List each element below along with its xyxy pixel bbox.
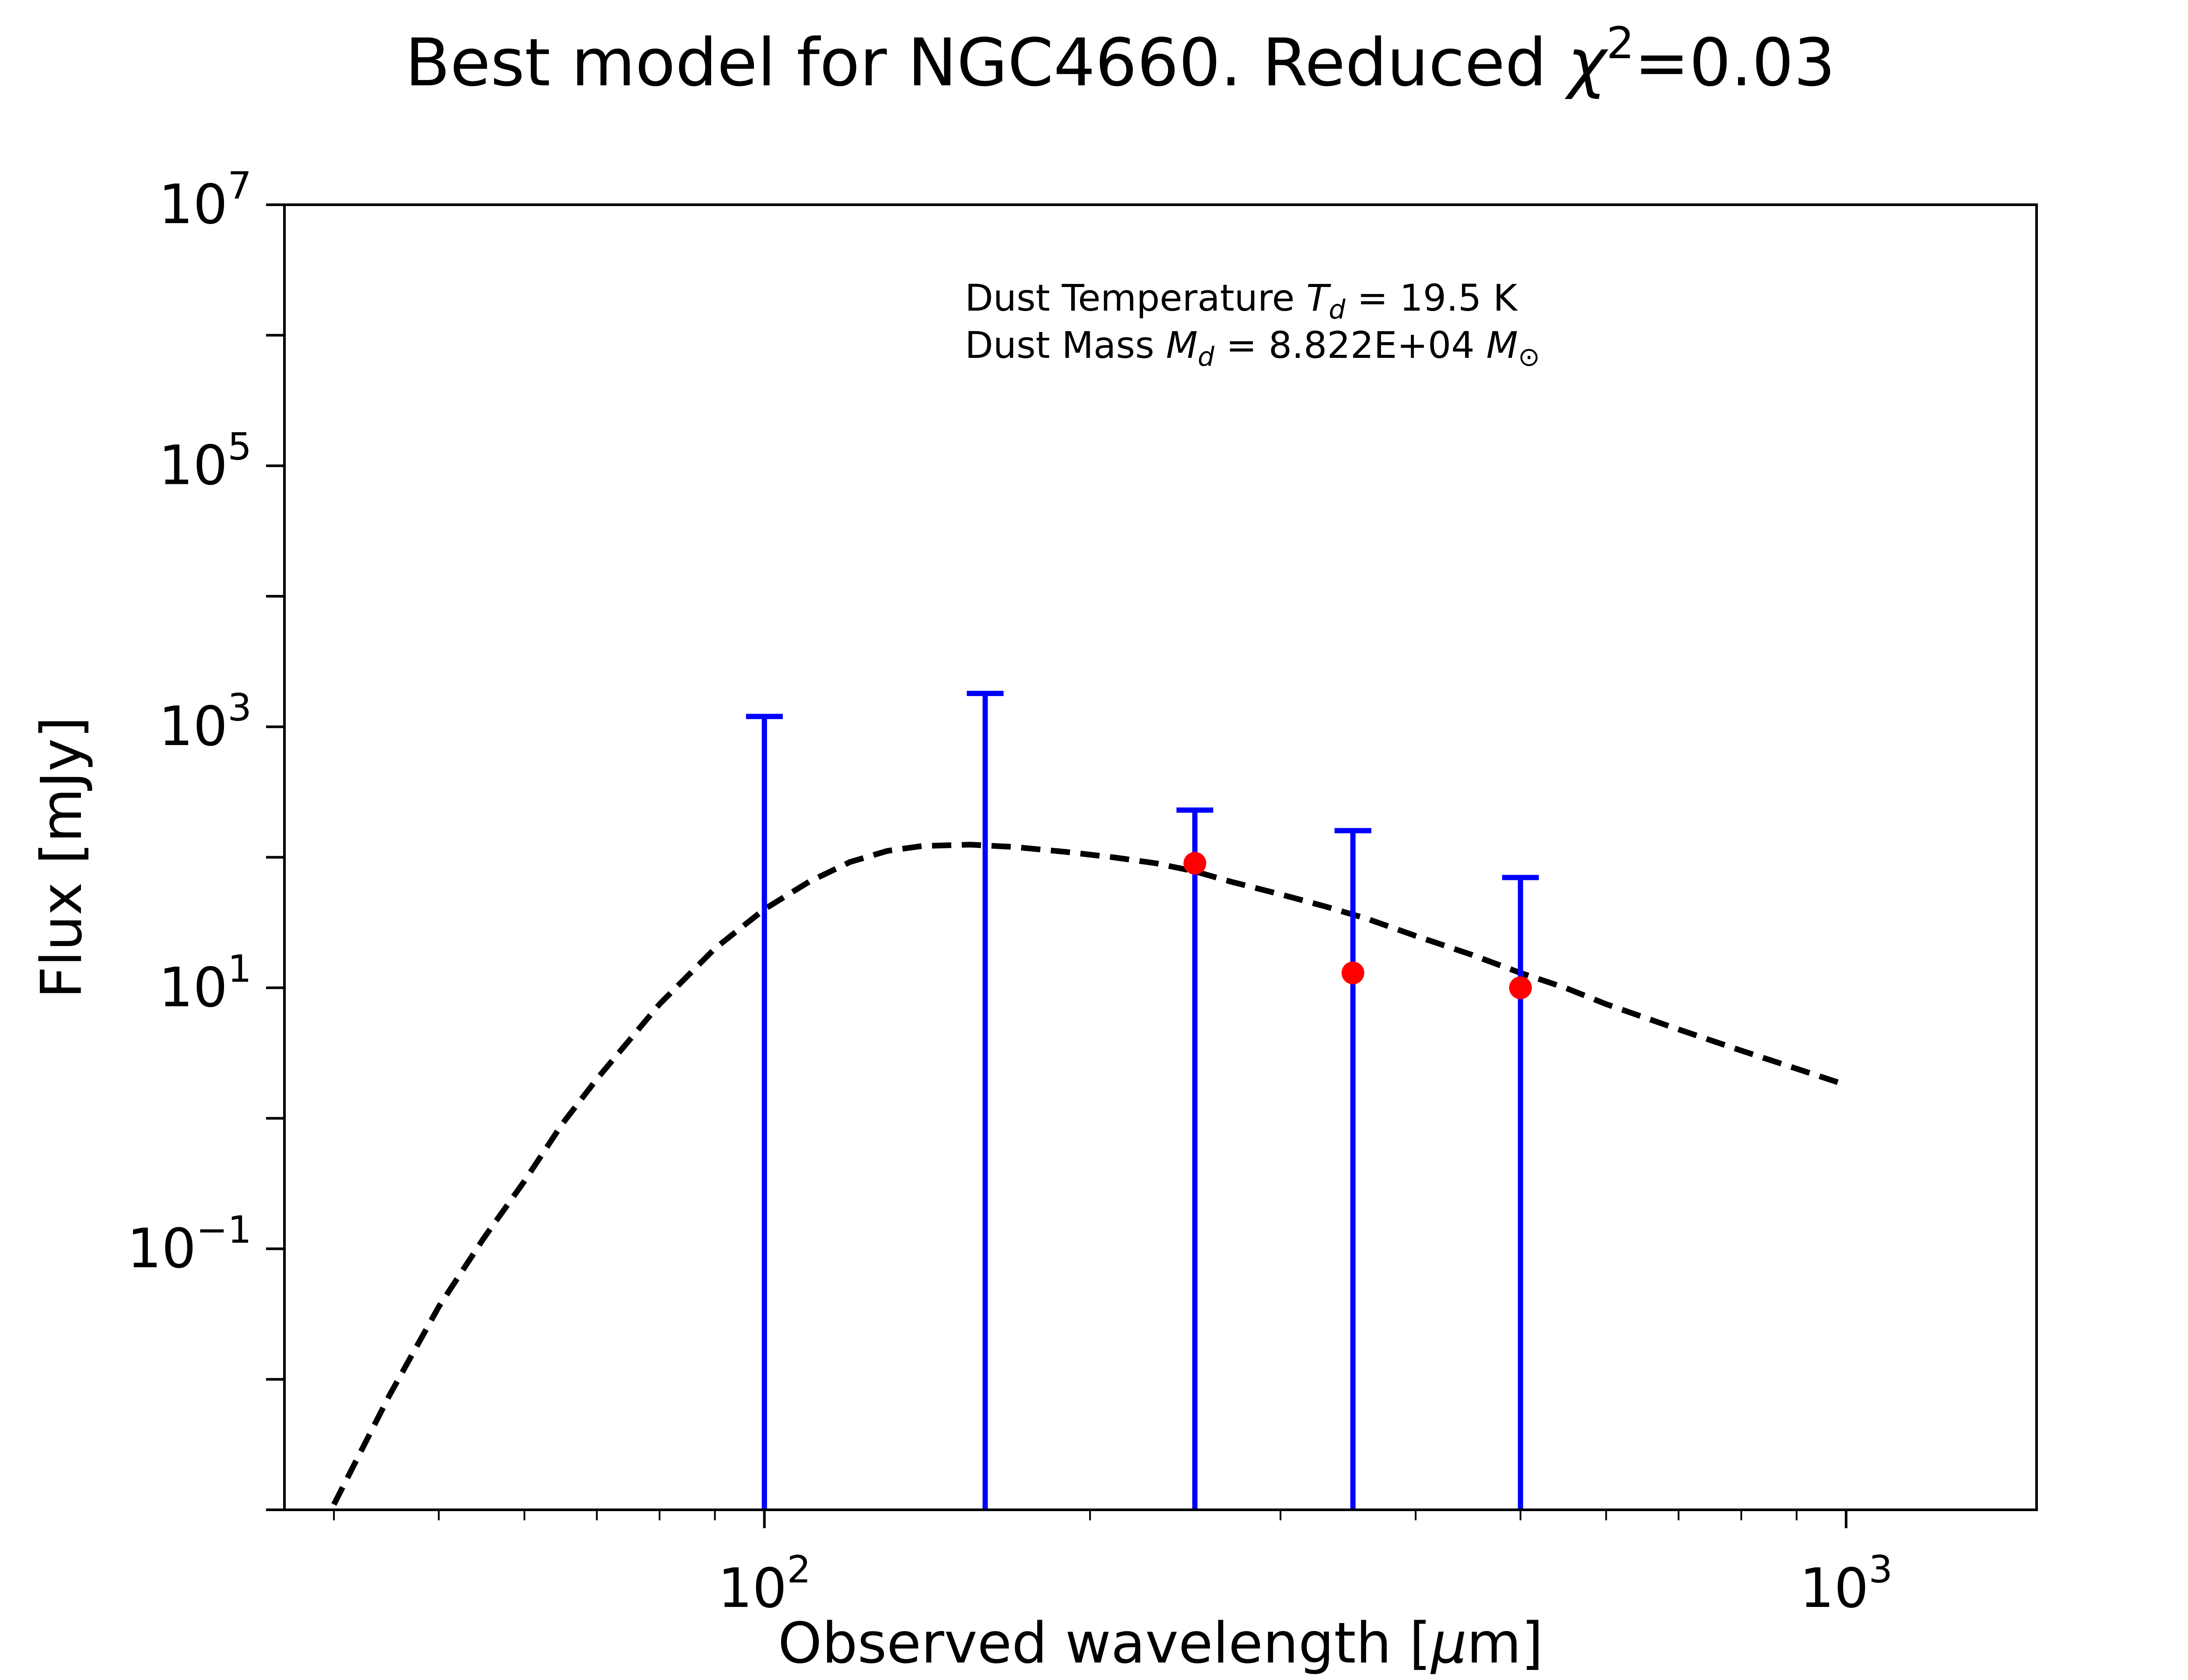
chart-title-suffix: =0.03 (1634, 25, 1836, 101)
chart-title-chi: χ (1564, 25, 1609, 101)
detection-point (1509, 976, 1532, 999)
x-tick-label: 102 (718, 1548, 811, 1620)
annotation-temperature-sub: d (1329, 294, 1346, 325)
y-axis: 10−1 101 103 105 107 (127, 164, 284, 1511)
annotation-mass: Dust Mass Md = 8.822E+04 M⊙ (965, 324, 1540, 372)
annotation-mass-unit-sub: ⊙ (1518, 342, 1540, 372)
plot-area (331, 691, 1847, 1510)
y-axis-label: Flux [mJy] (29, 717, 95, 999)
annotation-mass-sub: d (1198, 342, 1215, 372)
chart-title-prefix: Best model for NGC4660. Reduced (405, 25, 1568, 101)
chart-title: Best model for NGC4660. Reduced χ2=0.03 (405, 18, 1836, 101)
annotation-temperature: Dust Temperature Td = 19.5 K (965, 276, 1518, 325)
x-axis-label-suffix: m] (1467, 1611, 1543, 1676)
y-tick-label: 105 (158, 425, 252, 497)
annotation-mass-var: M (1166, 324, 1198, 367)
detection-point (1183, 852, 1206, 875)
y-tick-label: 107 (158, 164, 252, 236)
plot-frame (283, 203, 2038, 1511)
annotation-mass-text: Dust Mass (965, 324, 1166, 367)
annotation-mass-unit: M (1486, 324, 1518, 367)
annotation-mass-value: = 8.822E+04 (1214, 324, 1486, 367)
annotation-temperature-value: = 19.5 K (1346, 276, 1518, 319)
chart-title-sup: 2 (1606, 18, 1634, 69)
y-tick-label: 10−1 (127, 1208, 252, 1280)
x-axis: 102 103 (333, 1510, 1893, 1620)
annotation-temperature-var: T (1306, 276, 1331, 319)
model-curve (331, 842, 1847, 1506)
y-tick-label: 103 (158, 686, 252, 758)
x-axis-label: Observed wavelength [μm] (778, 1611, 1543, 1676)
x-axis-label-mu: μ (1430, 1611, 1466, 1676)
annotation-temperature-text: Dust Temperature (965, 276, 1306, 319)
x-axis-label-prefix: Observed wavelength [ (778, 1611, 1431, 1676)
detection-point (1341, 961, 1364, 984)
y-tick-label: 101 (158, 947, 252, 1019)
x-tick-label: 103 (1799, 1548, 1893, 1620)
